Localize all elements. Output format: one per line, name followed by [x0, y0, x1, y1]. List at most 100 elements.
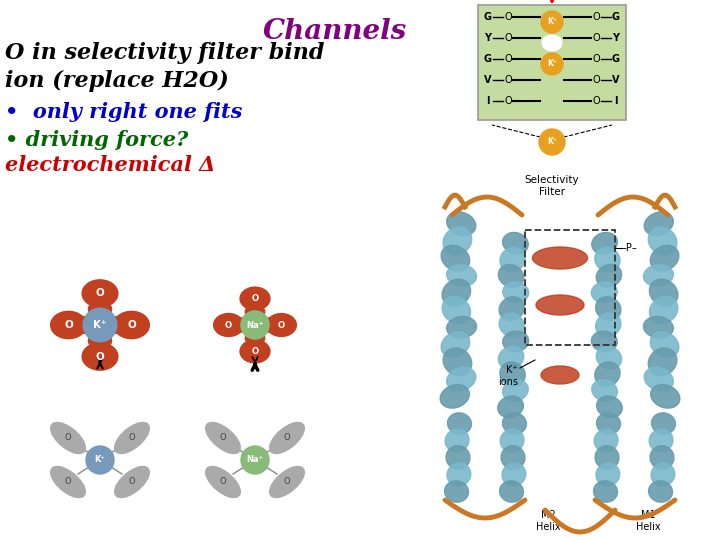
- Ellipse shape: [644, 265, 673, 286]
- Circle shape: [84, 308, 117, 342]
- Ellipse shape: [498, 396, 523, 417]
- Ellipse shape: [444, 481, 469, 502]
- Circle shape: [541, 53, 563, 75]
- Text: I: I: [614, 96, 618, 106]
- Ellipse shape: [649, 481, 672, 502]
- Ellipse shape: [499, 313, 524, 337]
- Text: O: O: [65, 477, 71, 487]
- Ellipse shape: [446, 212, 476, 235]
- Text: Channels: Channels: [263, 18, 407, 45]
- Text: G: G: [612, 54, 620, 64]
- Ellipse shape: [50, 467, 86, 497]
- Ellipse shape: [266, 314, 297, 336]
- Text: G: G: [484, 12, 492, 22]
- Ellipse shape: [596, 346, 621, 369]
- Text: O: O: [284, 434, 290, 442]
- Text: O: O: [64, 320, 73, 330]
- Ellipse shape: [50, 422, 86, 454]
- Ellipse shape: [591, 331, 617, 352]
- Text: O: O: [96, 352, 104, 361]
- Ellipse shape: [594, 429, 618, 452]
- Text: O: O: [504, 75, 512, 85]
- Text: electrochemical Δ: electrochemical Δ: [5, 155, 215, 175]
- Ellipse shape: [442, 296, 471, 323]
- Ellipse shape: [82, 343, 118, 370]
- Text: ion (replace H2O): ion (replace H2O): [5, 70, 229, 92]
- Text: O: O: [278, 321, 285, 329]
- Text: K⁺
ions: K⁺ ions: [498, 365, 518, 387]
- Ellipse shape: [596, 413, 621, 434]
- Ellipse shape: [595, 446, 619, 469]
- Ellipse shape: [650, 446, 674, 469]
- Text: O: O: [220, 434, 226, 442]
- Ellipse shape: [644, 212, 673, 235]
- Text: M1
Helix: M1 Helix: [636, 510, 660, 531]
- Text: O: O: [251, 294, 258, 303]
- Ellipse shape: [652, 413, 675, 434]
- Text: O: O: [504, 54, 512, 64]
- Ellipse shape: [446, 265, 477, 286]
- Text: O: O: [225, 321, 232, 329]
- Ellipse shape: [501, 446, 525, 469]
- Ellipse shape: [503, 232, 528, 254]
- Text: O: O: [504, 33, 512, 43]
- Ellipse shape: [114, 312, 149, 339]
- Text: O in selectivity filter bind: O in selectivity filter bind: [5, 42, 325, 64]
- Text: O: O: [284, 477, 290, 487]
- Ellipse shape: [104, 316, 127, 333]
- Ellipse shape: [591, 282, 617, 302]
- Ellipse shape: [206, 422, 240, 454]
- Ellipse shape: [446, 367, 476, 391]
- Bar: [525, 230, 615, 345]
- Circle shape: [539, 129, 565, 155]
- Ellipse shape: [592, 380, 617, 401]
- Ellipse shape: [446, 316, 477, 338]
- Ellipse shape: [650, 332, 679, 357]
- Text: •  only right one fits: • only right one fits: [5, 102, 243, 122]
- Text: O: O: [127, 320, 136, 330]
- Text: Selectivity
Filter: Selectivity Filter: [525, 175, 580, 197]
- Ellipse shape: [541, 366, 579, 384]
- Ellipse shape: [240, 340, 270, 363]
- Ellipse shape: [597, 396, 622, 417]
- Ellipse shape: [595, 362, 620, 386]
- Ellipse shape: [258, 318, 278, 332]
- Ellipse shape: [500, 429, 524, 452]
- Ellipse shape: [82, 280, 118, 307]
- Ellipse shape: [503, 331, 528, 352]
- Ellipse shape: [443, 227, 472, 255]
- Ellipse shape: [592, 232, 617, 254]
- Ellipse shape: [649, 429, 673, 452]
- Ellipse shape: [206, 467, 240, 497]
- Text: O: O: [592, 54, 600, 64]
- Text: V: V: [485, 75, 492, 85]
- Ellipse shape: [533, 247, 588, 269]
- Ellipse shape: [500, 362, 525, 386]
- FancyBboxPatch shape: [478, 5, 626, 120]
- Ellipse shape: [232, 318, 251, 332]
- Text: O: O: [504, 12, 512, 22]
- Ellipse shape: [500, 247, 525, 272]
- Circle shape: [86, 446, 114, 474]
- Ellipse shape: [50, 312, 86, 339]
- Ellipse shape: [499, 297, 524, 321]
- Ellipse shape: [498, 346, 523, 369]
- Ellipse shape: [448, 413, 472, 434]
- Text: K⁺: K⁺: [547, 17, 557, 26]
- Ellipse shape: [536, 295, 584, 315]
- Text: Na⁺: Na⁺: [246, 456, 264, 464]
- Text: O: O: [65, 434, 71, 442]
- Ellipse shape: [246, 305, 265, 319]
- Text: –P–: –P–: [622, 243, 638, 253]
- Ellipse shape: [445, 429, 469, 452]
- Ellipse shape: [73, 316, 96, 333]
- Text: Na⁺: Na⁺: [246, 321, 264, 329]
- Text: O: O: [96, 288, 104, 299]
- Ellipse shape: [441, 245, 469, 271]
- Text: Y: Y: [613, 33, 619, 43]
- Ellipse shape: [446, 446, 470, 469]
- Ellipse shape: [651, 463, 675, 486]
- Ellipse shape: [246, 331, 265, 345]
- Text: K⁺: K⁺: [547, 59, 557, 69]
- Ellipse shape: [648, 348, 677, 376]
